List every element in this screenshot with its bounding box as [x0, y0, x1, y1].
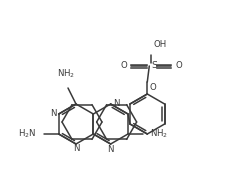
- Text: S: S: [151, 62, 157, 70]
- Text: NH$_2$: NH$_2$: [57, 68, 75, 80]
- Text: N: N: [50, 109, 57, 119]
- Text: O: O: [175, 62, 182, 70]
- Text: N: N: [73, 144, 79, 153]
- Text: O: O: [121, 62, 127, 70]
- Text: NH$_2$: NH$_2$: [150, 128, 168, 140]
- Text: OH: OH: [153, 40, 167, 49]
- Text: N: N: [113, 98, 119, 108]
- Text: O: O: [149, 83, 156, 93]
- Text: H$_2$N: H$_2$N: [18, 128, 37, 140]
- Text: N: N: [107, 145, 114, 154]
